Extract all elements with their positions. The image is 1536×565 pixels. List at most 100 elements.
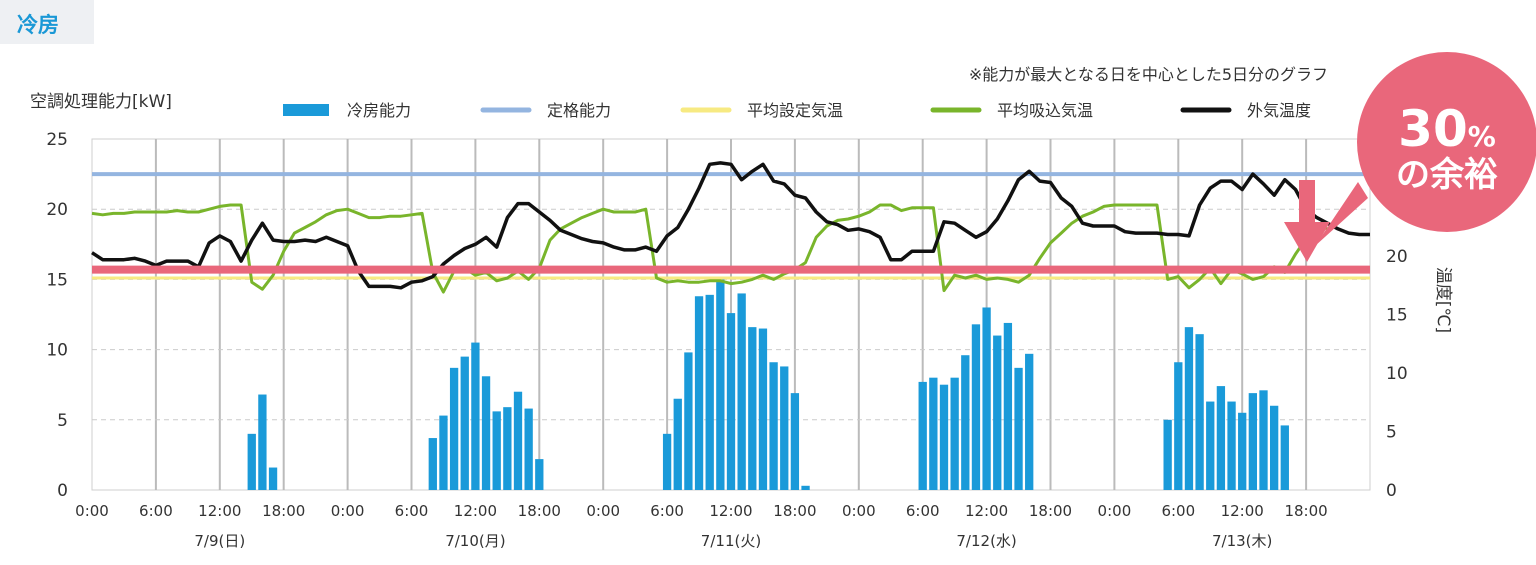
y-left-tick-label: 25 [46, 130, 68, 150]
cooling-bar [481, 376, 491, 490]
x-tick-label: 12:00 [1221, 502, 1264, 520]
x-tick-label: 0:00 [842, 502, 876, 520]
cooling-bar [737, 293, 746, 490]
cooling-bar [961, 355, 970, 490]
y-right-tick-label: 10 [1386, 364, 1408, 384]
legend: 冷房能力 定格能力 平均設定気温 平均吸込気温 外気温度 [283, 101, 1311, 120]
axes: 051015202505101520250:006:0012:0018:000:… [46, 130, 1407, 550]
cooling-bar [1269, 405, 1279, 490]
badge-pointer [1315, 182, 1368, 246]
section-tag: 冷房 [0, 0, 94, 44]
cooling-bar [247, 433, 256, 490]
legend-label-cooling: 冷房能力 [347, 101, 411, 120]
cooling-bar [1227, 401, 1236, 490]
svg-text:30%: 30% [1398, 100, 1496, 158]
day-label: 7/13(木) [1212, 532, 1272, 550]
note-text: ※能力が最大となる日を中心とした5日分のグラフ [969, 65, 1328, 84]
legend-label-intake: 平均吸込気温 [997, 101, 1093, 120]
cooling-bar [801, 485, 810, 490]
cooling-bar [503, 407, 512, 490]
cooling-bar [1216, 386, 1226, 490]
badge-percent-unit: % [1468, 120, 1496, 153]
cooling-bar [769, 362, 778, 490]
cooling-bar [471, 342, 480, 490]
cooling-bar [1014, 367, 1023, 490]
cooling-bar [258, 394, 267, 490]
cooling-bar [1280, 425, 1289, 490]
cooling-bar [748, 327, 757, 490]
cooling-bar [428, 438, 437, 490]
cooling-bar [780, 366, 789, 490]
cooling-bar [662, 433, 672, 490]
cooling-bar [971, 324, 981, 490]
cooling-bar [492, 411, 501, 490]
legend-label-outdoor: 外気温度 [1247, 101, 1311, 120]
cooling-bar [790, 393, 800, 490]
day-label: 7/12(水) [956, 532, 1016, 550]
cooling-bar [1174, 362, 1183, 490]
cooling-bar [460, 356, 469, 490]
day-label: 7/9(日) [194, 532, 245, 550]
cooling-bar [1184, 327, 1194, 490]
x-tick-label: 6:00 [395, 502, 429, 520]
x-tick-label: 18:00 [262, 502, 305, 520]
cooling-bar [758, 328, 768, 490]
down-arrow-shaft [1299, 180, 1315, 224]
cooling-bar [950, 377, 959, 490]
cooling-bar [716, 276, 725, 490]
badge-circle [1357, 52, 1536, 232]
cooling-bar [1163, 419, 1172, 490]
intake-line [91, 203, 1328, 294]
cooling-bar [268, 467, 278, 490]
badge-caption: の余裕 [1396, 155, 1498, 195]
x-tick-label: 18:00 [1029, 502, 1072, 520]
x-tick-label: 18:00 [1284, 502, 1327, 520]
x-tick-label: 6:00 [906, 502, 940, 520]
cooling-bar [939, 384, 949, 490]
legend-label-setpoint: 平均設定気温 [747, 101, 843, 120]
cooling-bar [694, 296, 704, 490]
cooling-bar [1238, 412, 1247, 490]
y-right-tick-label: 5 [1386, 423, 1397, 443]
cooling-bar [982, 307, 991, 490]
day-label: 7/10(月) [445, 532, 505, 550]
x-tick-label: 12:00 [454, 502, 497, 520]
cooling-bar [705, 294, 714, 490]
lines [91, 161, 1370, 294]
x-tick-label: 0:00 [75, 502, 109, 520]
cooling-bar [1003, 322, 1013, 490]
x-tick-label: 0:00 [331, 502, 365, 520]
cooling-bar [439, 415, 448, 490]
section-tag-label: 冷房 [17, 13, 59, 37]
x-tick-label: 18:00 [773, 502, 816, 520]
cooling-bar [1259, 390, 1268, 490]
badge-percent-number: 30 [1398, 100, 1468, 158]
y-left-tick-label: 5 [57, 411, 68, 431]
down-arrow [1284, 180, 1330, 262]
cooling-bar [929, 377, 938, 490]
x-tick-label: 18:00 [518, 502, 561, 520]
y-left-axis-label: 空調処理能力[kW] [30, 92, 172, 112]
y-left-tick-label: 10 [46, 341, 68, 361]
cooling-bar [684, 352, 693, 490]
y-right-axis-label: 温度[℃] [1433, 267, 1453, 333]
x-tick-label: 6:00 [139, 502, 173, 520]
x-tick-label: 0:00 [1098, 502, 1132, 520]
margin-badge: 30% の余裕 [1315, 52, 1536, 246]
cooling-bar [535, 459, 544, 490]
cooling-bar [1195, 334, 1204, 490]
y-right-tick-label: 15 [1386, 306, 1408, 326]
cooling-bar [918, 381, 927, 490]
y-right-tick-label: 20 [1386, 247, 1408, 267]
legend-swatch-cooling [283, 104, 329, 116]
legend-label-rated: 定格能力 [547, 101, 611, 120]
cooling-bar [726, 313, 736, 490]
down-arrow-head [1284, 222, 1330, 262]
cooling-bars [247, 276, 1289, 490]
x-tick-label: 6:00 [1161, 502, 1195, 520]
cooling-bar [449, 367, 459, 490]
x-tick-label: 0:00 [586, 502, 620, 520]
cooling-bar [1025, 353, 1034, 490]
x-tick-label: 12:00 [709, 502, 752, 520]
